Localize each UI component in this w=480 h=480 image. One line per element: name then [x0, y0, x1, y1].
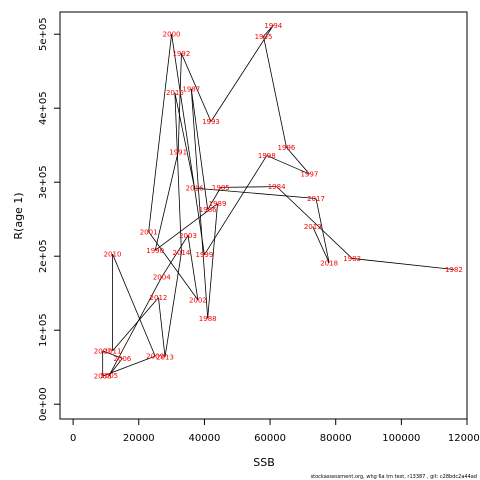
trajectory-segment [174, 92, 182, 253]
point-label-2010: 2010 [104, 250, 122, 258]
trajectory-segment [315, 198, 330, 263]
point-label-2002: 2002 [189, 296, 207, 304]
point-label-2005: 2005 [100, 372, 118, 380]
point-label-2017: 2017 [307, 195, 325, 203]
point-label-1983: 1983 [343, 255, 361, 263]
point-label-2011: 2011 [104, 347, 122, 355]
trajectory-segment [312, 226, 330, 264]
point-label-1992: 1992 [173, 50, 191, 58]
point-label-2009: 2009 [146, 353, 164, 361]
trajectory-segment [181, 53, 212, 122]
point-label-1982: 1982 [445, 266, 463, 274]
point-label-2006: 2006 [113, 355, 131, 363]
y-tick-label: 5e+05 [38, 17, 49, 51]
trajectory-segment [154, 203, 218, 251]
trajectory-segment [220, 186, 277, 188]
point-label-2013: 2013 [156, 353, 174, 361]
point-label-1987: 1987 [182, 85, 200, 93]
trajectory-segment [207, 203, 218, 319]
y-tick-label: 0e+00 [38, 387, 49, 421]
x-tick-label: 40000 [189, 433, 221, 444]
footer-credit: stockassessment.org, whg 6a tm test, r13… [311, 474, 477, 480]
trajectory-segment [210, 25, 274, 122]
point-label-1991: 1991 [169, 148, 187, 156]
trajectory-segment [171, 34, 205, 255]
trajectory-segment [154, 151, 179, 251]
trajectory-segment [207, 187, 222, 210]
x-tick-label: 0 [70, 433, 76, 444]
trajectory-segment [148, 34, 172, 232]
y-axis-label: R(age 1) [12, 192, 25, 239]
point-label-2003: 2003 [179, 232, 197, 240]
trajectory-segment [352, 258, 454, 270]
point-label-1999: 1999 [196, 251, 214, 259]
trajectory-segment [102, 355, 156, 377]
point-label-1985: 1985 [212, 184, 230, 192]
trajectory-segment [164, 252, 182, 357]
point-label-2016: 2016 [186, 185, 204, 193]
point-labels: 1982 1983 1984 1985 1986 1987 1988 1989 1990 1991… [94, 22, 463, 381]
trajectory-segment [148, 231, 199, 301]
trajectory-segment [112, 253, 156, 357]
x-axis-label: SSB [253, 456, 275, 469]
point-label-1990: 1990 [146, 247, 164, 255]
trajectory-segment [204, 155, 268, 255]
trajectory-segment [102, 350, 123, 359]
x-tick-label: 20000 [123, 433, 155, 444]
trajectory-segment [174, 92, 195, 189]
point-label-2015: 2015 [166, 89, 184, 97]
point-label-2001: 2001 [140, 228, 158, 236]
trajectory-segment [187, 235, 199, 300]
point-label-1989: 1989 [209, 200, 227, 208]
point-label-1988: 1988 [199, 315, 217, 323]
trajectory-segment [112, 297, 159, 352]
point-label-1996: 1996 [278, 144, 296, 152]
y-tick-label: 1e+05 [38, 313, 49, 347]
trajectory-segment [161, 235, 189, 278]
trajectory-segment [190, 88, 209, 210]
point-label-2012: 2012 [150, 294, 168, 302]
trajectory-segment [158, 297, 166, 357]
point-label-1986: 1986 [199, 206, 217, 214]
point-label-2000: 2000 [163, 31, 181, 39]
point-label-2007: 2007 [94, 347, 112, 355]
trajectory-segment [263, 25, 274, 37]
point-label-2004: 2004 [153, 273, 171, 281]
trajectory-segment [266, 155, 310, 175]
point-label-2018: 2018 [320, 259, 338, 267]
point-label-2019: 2019 [304, 223, 322, 231]
series-line [102, 25, 454, 377]
x-tick-label: 60000 [254, 433, 286, 444]
point-label-2008: 2008 [94, 373, 112, 381]
trajectory-segment [190, 88, 209, 319]
y-tick-label: 2e+05 [38, 239, 49, 273]
trajectory-segment [263, 36, 287, 148]
point-label-1993: 1993 [202, 118, 220, 126]
trajectory-segment [276, 186, 353, 259]
point-label-1997: 1997 [301, 171, 319, 179]
point-label-1994: 1994 [264, 22, 282, 30]
x-tick-label: 100000 [382, 433, 420, 444]
y-tick-label: 3e+05 [38, 165, 49, 199]
point-label-1995: 1995 [255, 33, 273, 41]
point-label-1998: 1998 [258, 152, 276, 160]
point-label-2014: 2014 [173, 249, 191, 257]
trajectory-segment [108, 276, 163, 376]
y-tick-label: 4e+05 [38, 91, 49, 125]
trajectory-segment [194, 187, 317, 199]
trajectory-segment [286, 147, 310, 175]
plot-frame [59, 11, 468, 420]
trajectory-segment [177, 53, 182, 152]
x-tick-label: 80000 [320, 433, 352, 444]
point-label-1984: 1984 [268, 183, 286, 191]
